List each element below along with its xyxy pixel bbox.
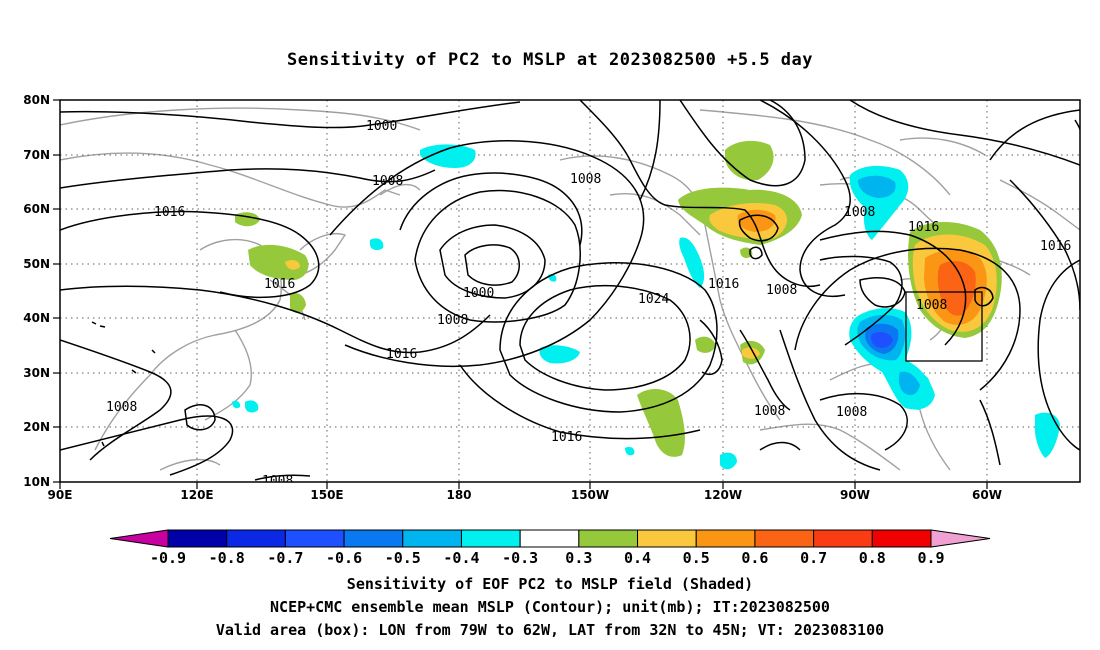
lat-label: 50N (23, 257, 50, 271)
colorbar-label: 0.5 (683, 549, 710, 567)
colorbar-swatch (460, 529, 521, 548)
contour-label: 1008 (754, 404, 785, 419)
contour-label: 1000 (366, 119, 397, 134)
contour-label: 1008 (916, 298, 947, 313)
contour-label: 1008 (437, 313, 468, 328)
lon-label: 90E (48, 488, 73, 502)
valid-area-box (905, 291, 983, 362)
colorbar-label: -0.6 (326, 549, 362, 567)
contour-label: 1008 (372, 174, 403, 189)
colorbar-label: 0.9 (917, 549, 944, 567)
colorbar-label: 0.4 (624, 549, 651, 567)
colorbar-high-end (930, 529, 991, 548)
contour-label: 1016 (154, 205, 185, 220)
plot-frame (59, 99, 1081, 483)
contour-label: 1016 (908, 220, 939, 235)
colorbar: -0.9 -0.8 -0.7 -0.6 -0.5 -0.4 -0.3 0.3 0.4 0.5 0.6… (109, 529, 991, 567)
contour-label: 1024 (638, 292, 669, 307)
island-marks (91, 321, 156, 447)
contour-label: 1016 (386, 347, 417, 362)
lon-label: 180 (446, 488, 471, 502)
lat-label: 70N (23, 148, 50, 162)
contour-label: 1008 (836, 405, 867, 420)
lon-label: 120W (704, 488, 742, 502)
lat-label: 30N (23, 366, 50, 380)
contour-label: 1008 (106, 400, 137, 415)
contour-label: 1016 (1040, 239, 1071, 254)
map-title: Sensitivity of PC2 to MSLP at 2023082500… (286, 50, 813, 70)
colorbar-swatch (519, 529, 580, 548)
contour-label: 1008 (844, 205, 875, 220)
colorbar-label: 0.8 (859, 549, 886, 567)
contour-label: 1016 (708, 277, 739, 292)
colorbar-swatch (578, 529, 639, 548)
lon-label: 150E (310, 488, 343, 502)
colorbar-label: -0.8 (209, 549, 245, 567)
lat-label: 80N (23, 93, 50, 107)
lat-label: 40N (23, 311, 50, 325)
colorbar-swatch (871, 529, 932, 548)
lon-label: 150W (571, 488, 609, 502)
caption-line-2: NCEP+CMC ensemble mean MSLP (Contour); u… (270, 598, 830, 616)
colorbar-label: -0.4 (443, 549, 479, 567)
contour-label: 1016 (264, 277, 295, 292)
colorbar-swatch (813, 529, 873, 548)
colorbar-label: -0.9 (150, 549, 186, 567)
colorbar-swatch (343, 529, 404, 548)
axis-ticks (53, 99, 988, 489)
mslp-contours (60, 100, 1080, 481)
lat-label: 10N (23, 475, 50, 489)
contour-label: 1000 (463, 286, 494, 301)
colorbar-label: 0.6 (741, 549, 768, 567)
colorbar-label: -0.7 (267, 549, 303, 567)
colorbar-label: 0.3 (565, 549, 592, 567)
colorbar-low-end (109, 529, 169, 548)
colorbar-label: -0.3 (502, 549, 538, 567)
latitude-labels: 80N 70N 60N 50N 40N 30N 20N 10N (23, 93, 50, 489)
colorbar-swatch (695, 529, 756, 548)
colorbar-swatch (284, 529, 345, 548)
caption-line-1: Sensitivity of EOF PC2 to MSLP field (Sh… (346, 575, 754, 593)
colorbar-swatch (167, 529, 228, 548)
contour-label: 1008 (570, 172, 601, 187)
colorbar-label: -0.5 (385, 549, 421, 567)
lat-label: 20N (23, 420, 50, 434)
lon-label: 60W (972, 488, 1002, 502)
contour-labels: 1000 1008 1008 1016 1016 1000 1008 1016 … (106, 119, 1071, 489)
caption-line-3: Valid area (box): LON from 79W to 62W, L… (215, 621, 885, 639)
colorbar-label: 0.7 (800, 549, 827, 567)
colorbar-swatch (754, 529, 815, 548)
lat-label: 60N (23, 202, 50, 216)
longitude-labels: 90E 120E 150E 180 150W 120W 90W 60W (48, 488, 1002, 502)
contour-label: 1008 (262, 474, 293, 489)
contour-label: 1016 (551, 430, 582, 445)
lon-label: 90W (840, 488, 870, 502)
contour-label: 1008 (766, 283, 797, 298)
colorbar-swatch (226, 529, 286, 548)
lon-label: 120E (180, 488, 213, 502)
colorbar-swatch (402, 529, 462, 548)
sensitivity-shading (232, 140, 1060, 470)
colorbar-swatch (637, 529, 697, 548)
